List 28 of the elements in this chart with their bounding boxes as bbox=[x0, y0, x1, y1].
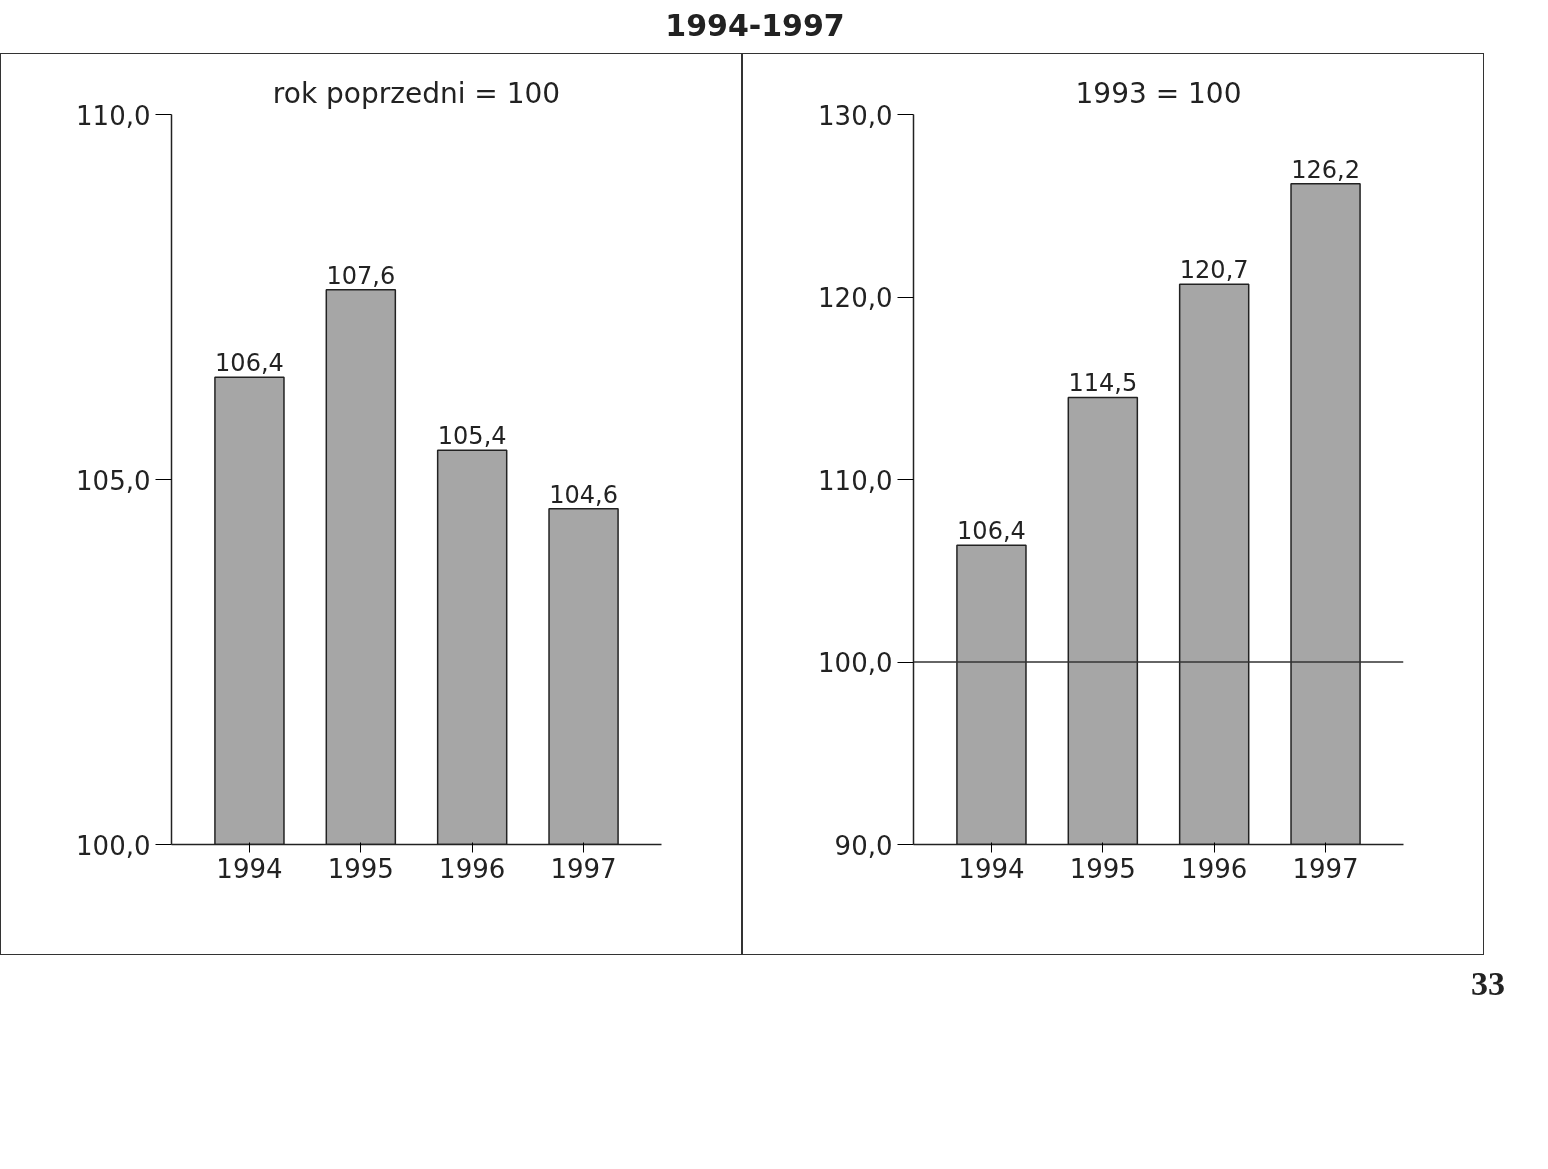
data-label: 114,5 bbox=[1068, 369, 1138, 398]
x-tick-label: 1996 bbox=[1181, 853, 1248, 884]
text: 1994-1997 bbox=[665, 7, 845, 45]
x-tick-label: 1995 bbox=[1069, 853, 1136, 884]
x-tick-label: 1994 bbox=[958, 853, 1025, 884]
data-label: 106,4 bbox=[215, 349, 284, 378]
chart-subtitle: rok poprzedni = 100 bbox=[272, 76, 561, 110]
data-label: 105,4 bbox=[437, 422, 507, 451]
text: 33 bbox=[1471, 963, 1505, 1004]
x-tick-label: 1997 bbox=[1292, 853, 1359, 884]
y-tick-label: 100,0 bbox=[76, 830, 151, 861]
x-tick-label: 1995 bbox=[327, 853, 394, 884]
data-label: 104,6 bbox=[549, 480, 618, 509]
y-tick-label: 110,0 bbox=[818, 465, 893, 496]
data-label: 126,2 bbox=[1291, 155, 1360, 184]
y-tick-label: 105,0 bbox=[76, 465, 151, 496]
y-tick-label: 120,0 bbox=[818, 282, 893, 313]
y-tick-label: 90,0 bbox=[834, 830, 893, 861]
chart-subtitle: 1993 = 100 bbox=[1075, 76, 1242, 110]
data-label: 106,4 bbox=[957, 517, 1026, 546]
y-tick-label: 110,0 bbox=[76, 100, 151, 131]
y-tick-label: 100,0 bbox=[818, 647, 893, 678]
data-label: 107,6 bbox=[326, 261, 396, 290]
data-label: 120,7 bbox=[1179, 256, 1249, 285]
x-tick-label: 1997 bbox=[550, 853, 617, 884]
y-tick-label: 130,0 bbox=[818, 100, 893, 131]
x-tick-label: 1994 bbox=[216, 853, 283, 884]
x-tick-label: 1996 bbox=[439, 853, 506, 884]
